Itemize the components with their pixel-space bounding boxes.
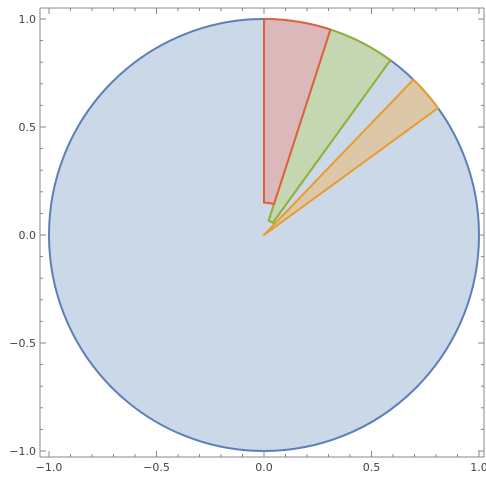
y-tick-label: 0.5 — [19, 121, 37, 134]
x-tick-label: 0.5 — [363, 461, 381, 474]
y-tick-label: −0.5 — [9, 337, 36, 350]
tick-labels: −1.0 −0.5 0.0 0.5 1.0 1.0 0.5 0.0 −0.5 −1.0 — [9, 13, 486, 474]
y-tick-label: −1.0 — [9, 445, 36, 458]
tick-marks — [40, 8, 484, 457]
x-tick-label: 1.0 — [470, 461, 486, 474]
y-tick-label: 0.0 — [19, 229, 37, 242]
y-tick-label: 1.0 — [19, 13, 37, 26]
x-tick-label: −0.5 — [143, 461, 170, 474]
sector-shape-3 — [263, 18, 332, 206]
sector-shape-1 — [263, 78, 439, 236]
shapes-layer — [48, 18, 480, 452]
x-tick-label: −1.0 — [36, 461, 63, 474]
x-tick-label: 0.0 — [255, 461, 273, 474]
